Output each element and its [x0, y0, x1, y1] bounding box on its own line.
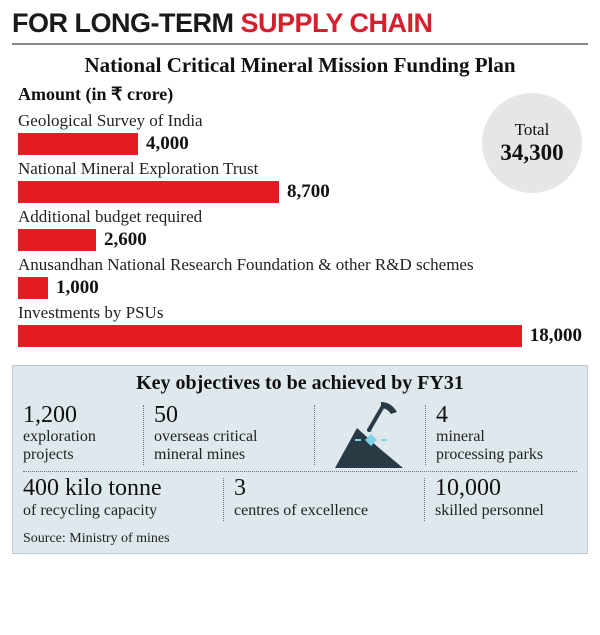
funding-chart: National Critical Mineral Mission Fundin…: [12, 53, 588, 359]
objective-big: 4: [436, 403, 556, 428]
objective-cell: 10,000skilled personnel: [425, 472, 575, 527]
total-label: Total: [515, 120, 550, 140]
bar-item: Investments by PSUs18,000: [18, 303, 582, 347]
objective-sub: overseas critical mineral mines: [154, 428, 304, 463]
objective-cell: 4mineral processing parks: [426, 399, 566, 471]
bar-item: Additional budget required2,600: [18, 207, 582, 251]
bar-fill: [18, 229, 96, 251]
headline: FOR LONG-TERM SUPPLY CHAIN: [12, 8, 588, 39]
objective-sub: exploration projects: [23, 428, 133, 463]
bar-category: Investments by PSUs: [18, 303, 582, 323]
total-badge: Total 34,300: [482, 93, 582, 193]
objective-sub: centres of excellence: [234, 502, 414, 520]
objective-sub: mineral processing parks: [436, 428, 556, 463]
bar-fill: [18, 325, 522, 347]
bar-row: 1,000: [18, 277, 582, 299]
headline-separator: [12, 43, 588, 45]
objectives-title: Key objectives to be achieved by FY31: [13, 366, 587, 399]
bar-category: Additional budget required: [18, 207, 582, 227]
bar-row: 18,000: [18, 325, 582, 347]
bar-fill: [18, 133, 138, 155]
objective-cell: 50overseas critical mineral mines: [144, 399, 314, 471]
source-line: Source: Ministry of mines: [13, 527, 587, 553]
headline-part1: FOR LONG-TERM: [12, 8, 240, 38]
bar-value: 8,700: [287, 181, 330, 203]
mining-icon: [325, 400, 415, 470]
objectives-row-2: 400 kilo tonneof recycling capacity3cent…: [13, 472, 587, 527]
objective-big: 3: [234, 476, 414, 501]
bar-value: 2,600: [104, 229, 147, 251]
bar-row: 8,700: [18, 181, 582, 203]
objective-sub: skilled personnel: [435, 502, 565, 520]
infographic-container: FOR LONG-TERM SUPPLY CHAIN National Crit…: [0, 0, 600, 554]
bar-value: 18,000: [530, 325, 582, 347]
objectives-row-1: 1,200exploration projects50overseas crit…: [13, 399, 587, 471]
objective-icon-cell: [315, 399, 425, 471]
objective-big: 10,000: [435, 476, 565, 501]
bar-item: Anusandhan National Research Foundation …: [18, 255, 582, 299]
objective-sub: of recycling capacity: [23, 502, 213, 520]
chart-title: National Critical Mineral Mission Fundin…: [18, 53, 582, 78]
total-value: 34,300: [500, 140, 563, 166]
bar-fill: [18, 181, 279, 203]
objective-cell: 3centres of excellence: [224, 472, 424, 527]
amount-unit-label: Amount (in ₹ crore): [18, 84, 582, 105]
objective-big: 400 kilo tonne: [23, 476, 213, 501]
objective-big: 50: [154, 403, 304, 428]
objectives-panel: Key objectives to be achieved by FY31 1,…: [12, 365, 588, 554]
bar-category: Anusandhan National Research Foundation …: [18, 255, 582, 275]
headline-part2: SUPPLY CHAIN: [240, 8, 432, 38]
objective-big: 1,200: [23, 403, 133, 428]
bar-row: 2,600: [18, 229, 582, 251]
bar-value: 4,000: [146, 133, 189, 155]
objective-cell: 1,200exploration projects: [13, 399, 143, 471]
bar-fill: [18, 277, 48, 299]
objective-cell: 400 kilo tonneof recycling capacity: [13, 472, 223, 527]
bar-value: 1,000: [56, 277, 99, 299]
